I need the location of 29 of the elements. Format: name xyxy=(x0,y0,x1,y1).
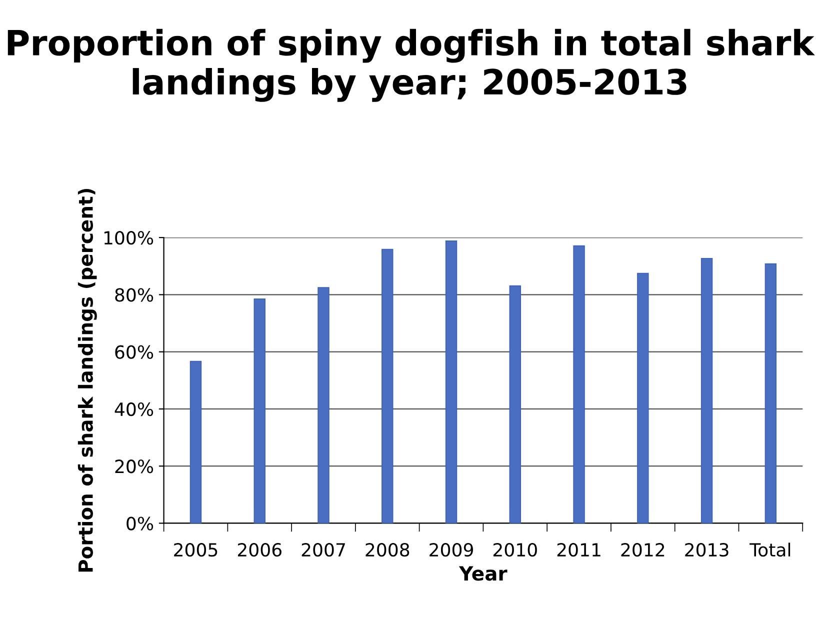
bar xyxy=(190,360,202,524)
bar xyxy=(509,285,521,524)
y-tick-label: 60% xyxy=(115,345,154,359)
y-tick-label: 20% xyxy=(115,460,154,474)
y-tick-label: 100% xyxy=(104,231,154,245)
bar xyxy=(700,258,713,524)
x-tick-label: 2006 xyxy=(238,542,282,557)
bar xyxy=(318,287,330,524)
y-tick-label: 40% xyxy=(114,402,154,416)
bar xyxy=(637,272,649,524)
x-tick-label: 2011 xyxy=(557,542,600,557)
x-tick-label: 2005 xyxy=(174,542,218,557)
y-tick-label: 0% xyxy=(126,516,154,530)
x-tick-label: 2008 xyxy=(366,542,410,557)
y-axis-title: Portion of shark landings (percent) xyxy=(78,188,97,572)
bar xyxy=(764,263,777,524)
x-tick-label: 2007 xyxy=(302,542,345,557)
bar xyxy=(445,240,458,524)
x-tick-label: 2013 xyxy=(685,542,728,557)
x-tick-label: 2010 xyxy=(494,542,537,557)
x-axis-title: Year xyxy=(458,566,508,581)
y-tick-label: 80% xyxy=(115,288,154,302)
bar xyxy=(254,298,266,524)
x-tick-label: 2012 xyxy=(621,542,664,557)
x-tick-label: 2009 xyxy=(430,542,473,557)
chart-title: Proportion of spiny dogfish in total shark landings by year; 2005-2013 xyxy=(8,28,815,102)
x-tick-label: Total xyxy=(750,542,790,557)
bar xyxy=(573,245,585,524)
bar xyxy=(382,248,394,524)
